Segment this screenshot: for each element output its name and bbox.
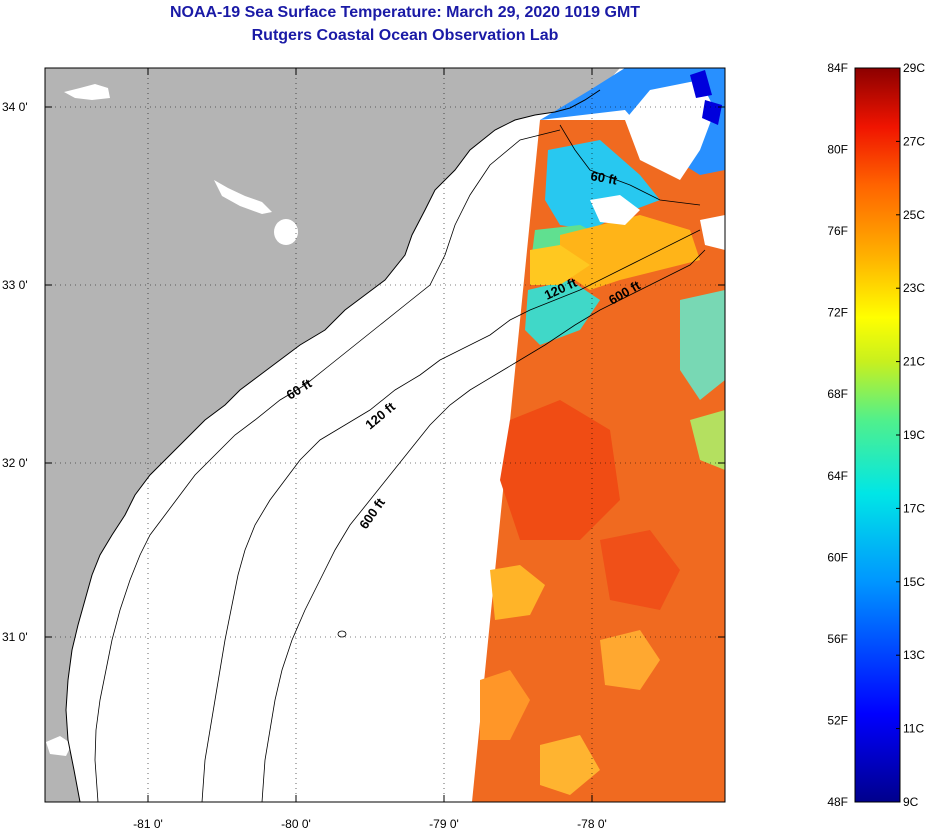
colorbar-celsius-label: 27C <box>903 134 925 148</box>
contour-label-60ft-north: 60 ft <box>589 168 619 188</box>
colorbar-fahrenheit-label: 64F <box>827 469 848 483</box>
colorbar-celsius-label: 23C <box>903 281 925 295</box>
colorbar-celsius-label: 19C <box>903 428 925 442</box>
colorbar-celsius-label: 29C <box>903 61 925 75</box>
lon-tick-label: -81 0' <box>133 817 163 831</box>
longitude-axis: -81 0' -80 0' -79 0' -78 0' <box>133 68 607 831</box>
colorbar-fahrenheit-label: 68F <box>827 387 848 401</box>
lat-tick-label: 34 0' <box>2 100 28 114</box>
lat-tick-label: 33 0' <box>2 278 28 292</box>
land-mass <box>45 68 620 802</box>
colorbar-fahrenheit-label: 56F <box>827 632 848 646</box>
colorbar-fahrenheit-label: 52F <box>827 713 848 727</box>
colorbar-fahrenheit-label: 76F <box>827 224 848 238</box>
map-frame <box>44 67 726 803</box>
lat-tick-label: 31 0' <box>2 630 28 644</box>
colorbar-celsius-label: 21C <box>903 355 925 369</box>
colorbar-celsius-label: 15C <box>903 575 925 589</box>
colorbar-fahrenheit-label: 72F <box>827 306 848 320</box>
colorbar-celsius-label: 11C <box>903 722 924 736</box>
map-title: NOAA-19 Sea Surface Temperature: March 2… <box>169 4 641 21</box>
map-subtitle: Rutgers Coastal Ocean Observation Lab <box>251 27 559 44</box>
lat-tick-label: 32 0' <box>2 456 28 470</box>
colorbar-fahrenheit-label: 48F <box>827 795 848 809</box>
colorbar-celsius-label: 25C <box>903 208 925 222</box>
colorbar-celsius-label: 13C <box>903 648 925 662</box>
colorbar-celsius-label: 9C <box>903 795 919 809</box>
lon-tick-label: -79 0' <box>429 817 459 831</box>
latitude-axis: 34 0' 33 0' 32 0' 31 0' <box>2 100 725 644</box>
colorbar-fahrenheit-label: 80F <box>827 143 848 157</box>
lon-tick-label: -80 0' <box>281 817 311 831</box>
temperature-colorbar: 84F 80F 76F 72F 68F 64F 60F 56F 52F 48F 29C 27C 25C… <box>827 61 925 809</box>
colorbar-celsius-label: 17C <box>903 501 925 515</box>
colorbar-fahrenheit-label: 84F <box>827 61 848 75</box>
colorbar-fahrenheit-label: 60F <box>827 550 848 564</box>
map-plot-area: 60 ft 120 ft 600 ft 60 ft 120 ft 600 ft <box>45 68 725 802</box>
sst-data-swath <box>472 68 725 802</box>
graticule <box>45 68 725 802</box>
lon-tick-label: -78 0' <box>577 817 607 831</box>
